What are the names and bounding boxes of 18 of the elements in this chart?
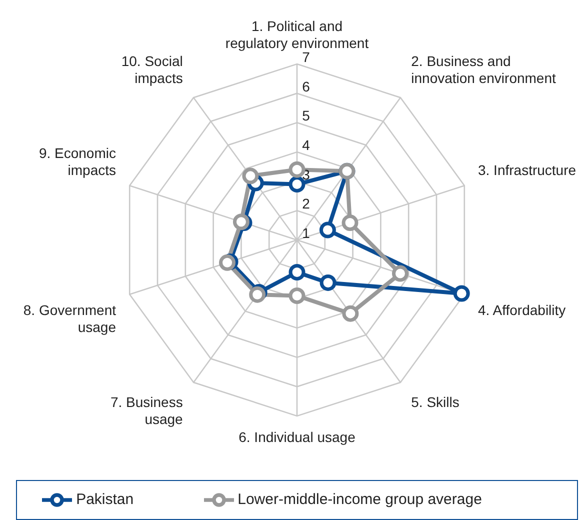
spoke-label: 6. Individual usage: [238, 429, 356, 445]
y-tick-label: 2: [302, 196, 310, 212]
legend-label: Pakistan: [76, 490, 134, 508]
y-tick-label: 1: [302, 225, 310, 241]
spoke-label: 8. Government usage: [23, 302, 116, 335]
spoke-label: 4. Affordability: [478, 302, 566, 318]
spoke-label: 3. Infrastructure: [478, 162, 576, 178]
spoke-label: 2. Business and innovation environment: [411, 53, 556, 86]
y-tick-label: 5: [302, 108, 310, 124]
spoke-label: 10. Social impacts: [121, 53, 183, 86]
spoke-label: 1. Political and regulatory environment: [225, 18, 369, 51]
spoke-label: 9. Economic impacts: [38, 145, 116, 178]
legend-label: Lower-middle-income group average: [238, 490, 482, 508]
y-tick-label: 7: [302, 49, 310, 65]
spoke-label: 5. Skills: [411, 394, 460, 410]
y-tick-label: 6: [302, 78, 310, 94]
spoke-label: 7. Business usage: [110, 394, 184, 427]
y-tick-label: 4: [302, 137, 310, 153]
